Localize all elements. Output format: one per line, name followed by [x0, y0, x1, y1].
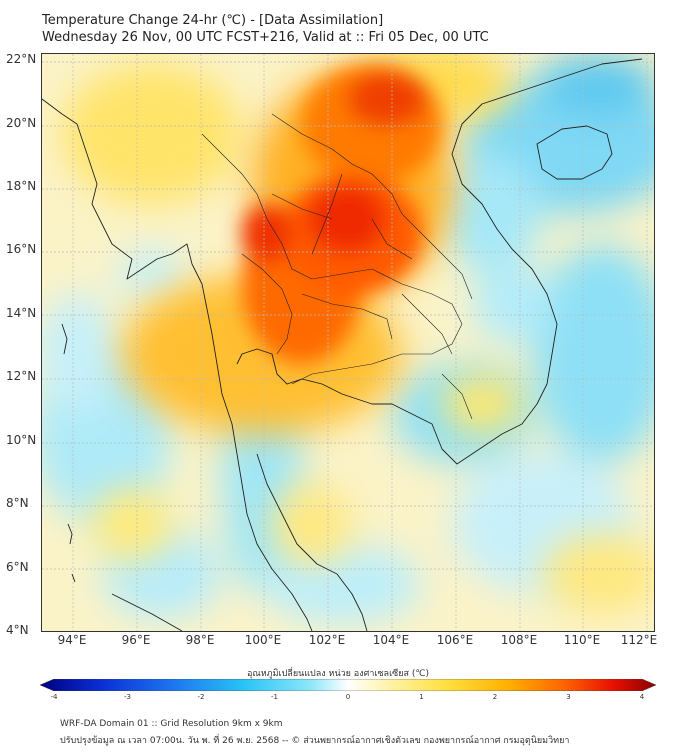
footer-line-2: ปรับปรุงข้อมูล ณ เวลา 07:00น. วัน พ. ที่…	[60, 736, 570, 746]
lon-label-106e: 106°E	[436, 633, 474, 647]
colorbar-tick-label: -2	[197, 693, 205, 701]
colorbar-tick-label: 0	[345, 693, 351, 701]
lat-label-14n: 14°N	[6, 306, 37, 320]
colorbar-tick-label: 3	[566, 693, 571, 701]
title-line-2: Wednesday 26 Nov, 00 UTC FCST+216, Valid…	[42, 30, 489, 45]
lon-label-110e: 110°E	[563, 633, 601, 647]
lon-label-108e: 108°E	[500, 633, 538, 647]
lat-label-4n: 4°N	[6, 623, 29, 637]
lat-label-8n: 8°N	[6, 496, 29, 510]
lon-label-112e: 112°E	[620, 633, 658, 647]
lon-label-96e: 96°E	[121, 633, 151, 647]
borders	[201, 113, 473, 420]
temperature-change-map	[42, 54, 654, 631]
map-panel	[41, 53, 655, 632]
colorbar-tick-label: 2	[492, 693, 498, 701]
lon-label-94e: 94°E	[57, 633, 87, 647]
lon-label-104e: 104°E	[372, 633, 410, 647]
lon-label-100e: 100°E	[244, 633, 282, 647]
lon-label-98e: 98°E	[185, 633, 215, 647]
colorbar-tick-label: -3	[124, 693, 131, 701]
lat-label-6n: 6°N	[6, 560, 29, 574]
colorbar-title: อุณหภูมิเปลี่ยนแปลง หน่วย องศาเซลเซียส (…	[246, 669, 430, 679]
lat-label-20n: 20°N	[6, 116, 37, 130]
lat-label-10n: 10°N	[6, 433, 37, 447]
lat-label-18n: 18°N	[6, 179, 37, 193]
title-line-1: Temperature Change 24-hr (℃) - [Data Ass…	[42, 13, 384, 28]
colorbar	[40, 679, 656, 691]
field-cool-regions	[42, 54, 654, 624]
map-title: Temperature Change 24-hr (℃) - [Data Ass…	[42, 12, 489, 46]
lat-label-16n: 16°N	[6, 242, 37, 256]
colorbar-tick-label: -4	[50, 693, 58, 701]
lon-label-102e: 102°E	[308, 633, 346, 647]
colorbar-tick-label: 4	[639, 693, 645, 701]
lat-label-22n: 22°N	[6, 52, 37, 66]
colorbar-tick-label: -1	[271, 693, 278, 701]
footer-line-1: WRF-DA Domain 01 :: Grid Resolution 9km …	[60, 719, 283, 729]
lat-label-12n: 12°N	[6, 369, 37, 383]
graticule	[42, 54, 654, 631]
field-hot-core	[242, 64, 442, 364]
colorbar-tick-label: 1	[419, 693, 424, 701]
